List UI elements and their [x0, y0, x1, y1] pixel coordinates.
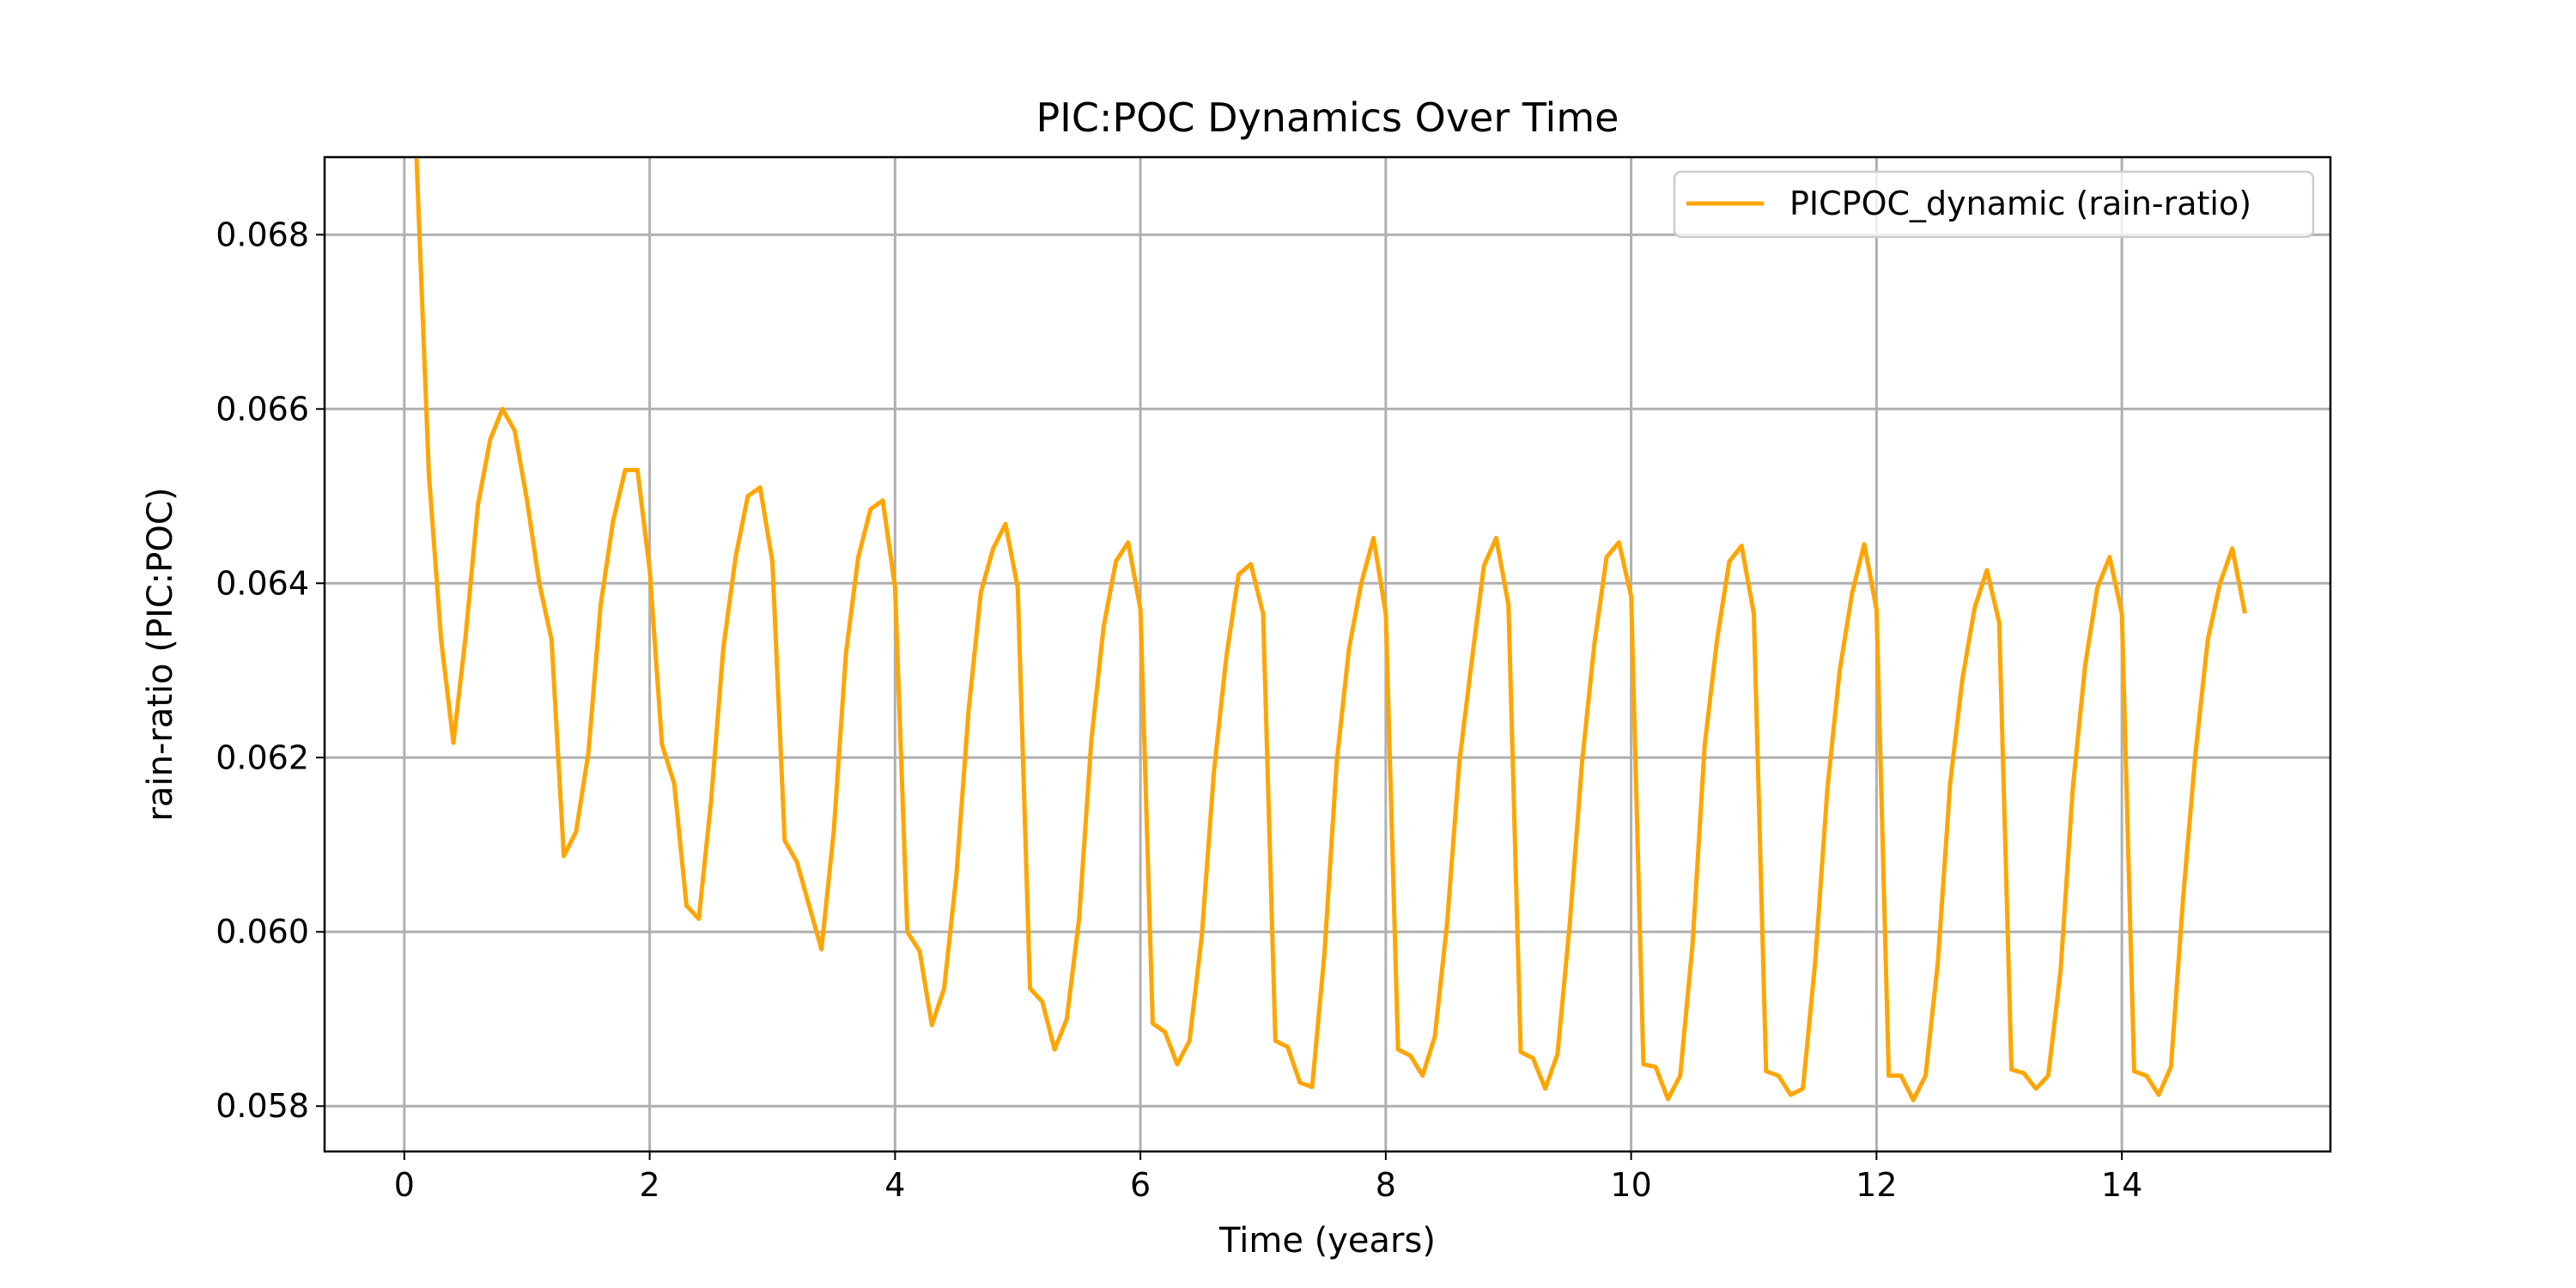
- y-axis-label: rain-ratio (PIC:POC): [141, 488, 180, 822]
- y-tick-label: 0.060: [216, 913, 309, 951]
- x-tick-label: 0: [394, 1166, 415, 1204]
- x-axis-label: Time (years): [1218, 1221, 1436, 1261]
- x-tick-label: 2: [640, 1166, 660, 1204]
- x-tick-label: 6: [1130, 1166, 1151, 1204]
- y-tick-label: 0.064: [216, 564, 309, 602]
- legend: PICPOC_dynamic (rain-ratio): [1673, 170, 2315, 239]
- x-tick-label: 4: [884, 1166, 905, 1204]
- y-tick-label: 0.062: [216, 738, 309, 776]
- y-tick-label: 0.058: [216, 1087, 309, 1125]
- series-layer: [414, 158, 2247, 1103]
- legend-box: [1673, 170, 2315, 239]
- x-tick-label: 10: [1610, 1166, 1651, 1204]
- legend-label: PICPOC_dynamic (rain-ratio): [1789, 185, 2251, 222]
- plot-frame: [323, 155, 2332, 1153]
- x-tick-label: 12: [1856, 1166, 1897, 1204]
- chart-title: PIC:POC Dynamics Over Time: [1036, 94, 1619, 141]
- y-tick-label: 0.066: [216, 390, 309, 428]
- y-tick-label: 0.068: [216, 216, 309, 253]
- x-tick-label: 8: [1376, 1166, 1396, 1204]
- x-axis-ticks: 0 2 4 6 8 10 12 14: [394, 1151, 2142, 1204]
- x-tick-label: 14: [2101, 1166, 2142, 1204]
- series-line: [414, 158, 2247, 1103]
- y-axis-ticks: 0.058 0.060 0.062 0.064 0.066 0.068: [216, 216, 325, 1125]
